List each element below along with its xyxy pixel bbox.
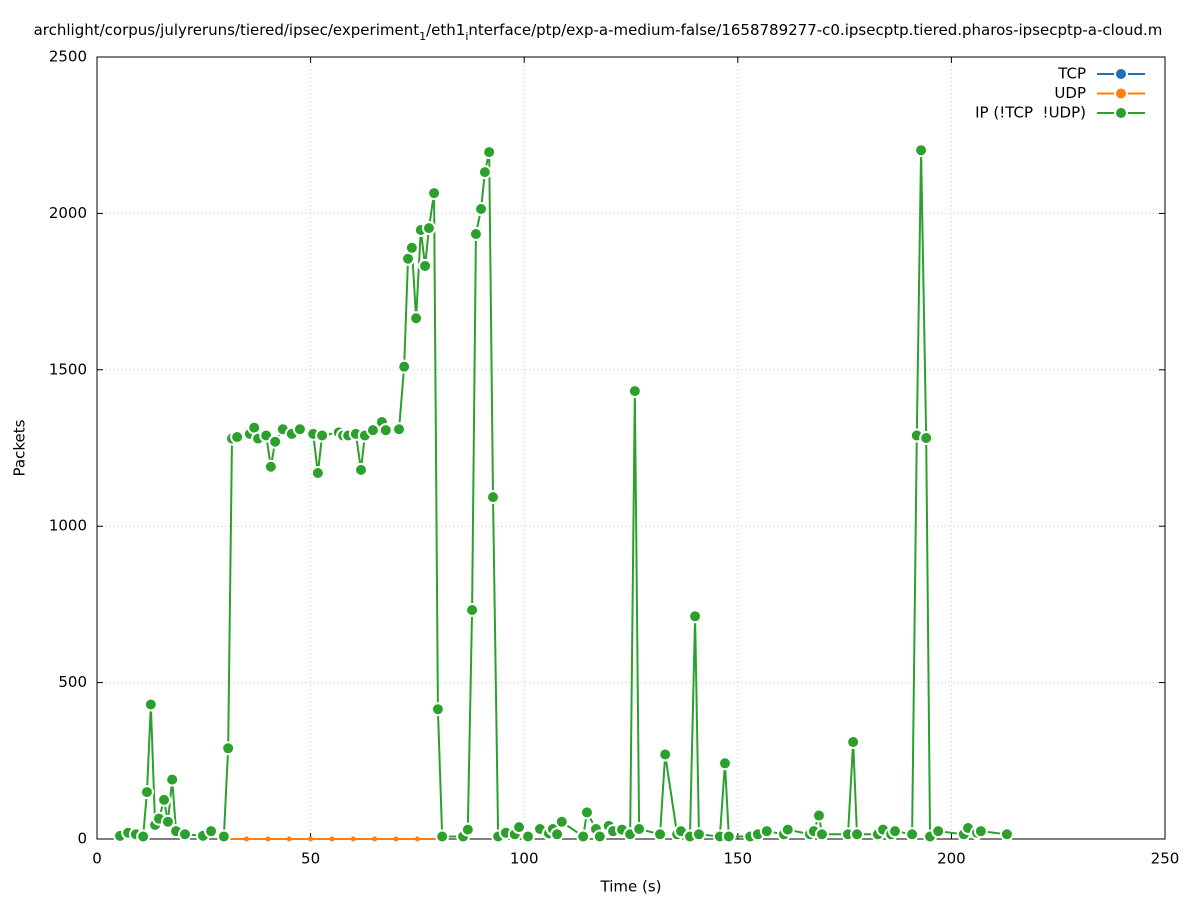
data-point [216, 829, 231, 844]
data-point [421, 221, 436, 236]
title-part: i [465, 30, 468, 43]
data-point [263, 459, 278, 474]
data-point [691, 827, 706, 842]
data-point [482, 145, 497, 160]
data-point [392, 422, 407, 437]
x-tick-label: 50 [301, 850, 320, 868]
data-point [811, 808, 826, 823]
y-tick-label: 2500 [49, 48, 87, 66]
data-point [308, 836, 314, 842]
data-point [354, 462, 369, 477]
data-point [329, 836, 335, 842]
data-point [658, 747, 673, 762]
data-point [888, 824, 903, 839]
data-point [143, 697, 158, 712]
x-tick-label: 100 [510, 850, 539, 868]
data-point [268, 434, 283, 449]
data-point [688, 609, 703, 624]
data-point [221, 741, 236, 756]
y-tick-label: 2000 [49, 204, 87, 222]
data-point [721, 829, 736, 844]
data-point [521, 829, 536, 844]
data-point [350, 836, 356, 842]
x-tick-label: 200 [937, 850, 966, 868]
legend-label: UDP [1054, 84, 1086, 102]
data-point [999, 827, 1014, 842]
title-part: nterface/ptp/exp-a-medium-false/16587892… [468, 21, 1162, 39]
data-point [393, 836, 399, 842]
y-axis-label: Packets [11, 419, 29, 476]
data-point [427, 186, 442, 201]
data-point [292, 422, 307, 437]
data-point [576, 829, 591, 844]
x-axis-label: Time (s) [600, 878, 662, 896]
data-point [486, 490, 501, 505]
data-point [759, 824, 774, 839]
data-point [178, 827, 193, 842]
data-point [310, 466, 325, 481]
data-point [465, 603, 480, 618]
data-point [931, 824, 946, 839]
data-point [579, 805, 594, 820]
title-part: 1 [419, 30, 426, 43]
data-point [378, 423, 393, 438]
title-part: archlight/corpus/julyreruns/tiered/ipsec… [34, 21, 420, 39]
data-point [244, 836, 250, 842]
y-tick-label: 1500 [49, 360, 87, 378]
data-point [914, 143, 929, 158]
chart-title: archlight/corpus/julyreruns/tiered/ipsec… [34, 21, 1163, 43]
data-point [550, 827, 565, 842]
data-point [286, 836, 292, 842]
data-point [653, 827, 668, 842]
data-point [849, 827, 864, 842]
data-point [160, 814, 175, 829]
data-point [165, 772, 180, 787]
data-point [372, 836, 378, 842]
data-point [397, 359, 412, 374]
data-point [435, 829, 450, 844]
data-point [474, 202, 489, 217]
data-point [230, 430, 245, 445]
data-point [204, 824, 219, 839]
data-point [477, 165, 492, 180]
data-point [554, 814, 569, 829]
data-point [265, 836, 271, 842]
data-point [136, 829, 151, 844]
y-tick-label: 0 [77, 830, 87, 848]
data-point [512, 820, 527, 835]
data-point [430, 702, 445, 717]
legend-marker [1114, 67, 1128, 81]
legend-label: IP (!TCP !UDP) [975, 104, 1086, 122]
data-point [627, 384, 642, 399]
y-tick-label: 500 [58, 673, 87, 691]
data-point [468, 227, 483, 242]
data-point [139, 785, 154, 800]
data-point [780, 822, 795, 837]
data-point [632, 821, 647, 836]
data-point [157, 792, 172, 807]
data-point [905, 827, 920, 842]
data-point [814, 827, 829, 842]
data-point [973, 824, 988, 839]
data-point [315, 428, 330, 443]
x-tick-label: 0 [92, 850, 102, 868]
legend-marker [1114, 86, 1128, 101]
data-point [414, 836, 420, 842]
data-point [409, 311, 424, 326]
data-point [846, 735, 861, 750]
data-point [404, 240, 419, 255]
legend-label: TCP [1057, 65, 1086, 83]
x-tick-label: 150 [723, 850, 752, 868]
data-point [919, 430, 934, 445]
legend-marker [1114, 106, 1128, 120]
data-point [592, 829, 607, 844]
data-point [460, 822, 475, 837]
title-part: /eth1 [426, 21, 465, 39]
y-tick-label: 1000 [49, 517, 87, 535]
data-point [717, 756, 732, 771]
data-point [418, 258, 433, 273]
x-tick-label: 250 [1151, 850, 1180, 868]
